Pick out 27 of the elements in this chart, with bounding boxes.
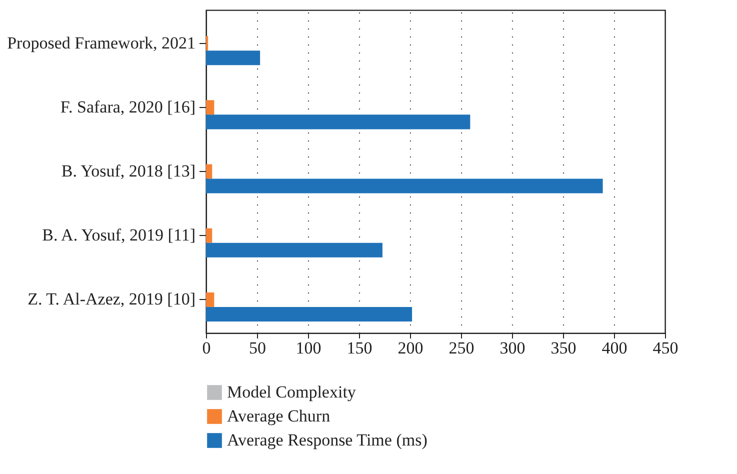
y-tick-label: B. Yosuf, 2018 [13]	[61, 162, 196, 180]
x-tick-label: 450	[652, 338, 678, 358]
x-tick-label: 250	[448, 338, 474, 358]
legend-label: Average Response Time (ms)	[227, 430, 428, 450]
legend-label: Model Complexity	[227, 382, 356, 402]
bar	[206, 178, 603, 194]
x-tick-label: 150	[346, 338, 372, 358]
x-tick-label: 400	[602, 338, 628, 358]
bar	[206, 114, 470, 130]
bar	[206, 292, 214, 307]
x-tick-label: 50	[249, 338, 266, 358]
bar	[206, 50, 260, 66]
x-tick-label: 100	[296, 338, 322, 358]
bar	[206, 164, 212, 179]
x-tick-label: 350	[550, 338, 576, 358]
y-tick-label: Proposed Framework, 2021	[7, 33, 196, 52]
y-tick-label: F. Safara, 2020 [16]	[60, 97, 196, 116]
bar	[206, 228, 212, 243]
x-tick-label: 200	[398, 338, 424, 358]
bar	[206, 100, 214, 115]
bar	[206, 306, 412, 322]
bar	[206, 242, 382, 258]
y-tick-label: B. A. Yosuf, 2019 [11]	[42, 226, 196, 245]
x-tick-label: 0	[202, 338, 211, 358]
legend-label: Average Churn	[227, 406, 331, 426]
x-tick-label: 300	[500, 338, 526, 358]
y-tick-label: Z. T. Al-Azez, 2019 [10]	[28, 290, 196, 309]
